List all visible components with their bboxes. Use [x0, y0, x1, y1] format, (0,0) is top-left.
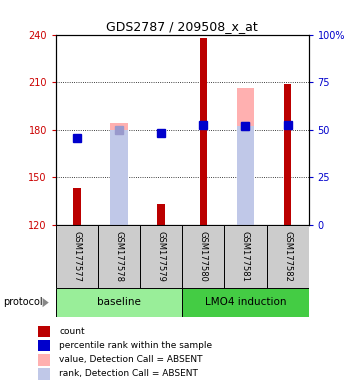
Text: value, Detection Call = ABSENT: value, Detection Call = ABSENT: [59, 355, 203, 364]
Bar: [182, 288, 309, 317]
Text: rank, Detection Call = ABSENT: rank, Detection Call = ABSENT: [59, 369, 198, 378]
Bar: [225, 225, 266, 288]
Bar: [98, 225, 140, 288]
Bar: [157, 204, 165, 225]
Bar: [236, 126, 254, 225]
Bar: [236, 88, 254, 225]
Text: baseline: baseline: [97, 297, 141, 308]
Bar: [38, 368, 50, 380]
Text: GSM177577: GSM177577: [73, 231, 82, 282]
Text: protocol: protocol: [4, 297, 43, 307]
Text: GSM177578: GSM177578: [115, 231, 123, 282]
Bar: [38, 354, 50, 366]
Bar: [38, 326, 50, 338]
Text: LMO4 induction: LMO4 induction: [205, 297, 286, 308]
Text: count: count: [59, 327, 85, 336]
Polygon shape: [43, 298, 49, 307]
Text: GSM177579: GSM177579: [157, 231, 166, 282]
Bar: [284, 84, 291, 225]
Bar: [56, 288, 182, 317]
Bar: [110, 130, 128, 225]
Bar: [140, 225, 182, 288]
Text: GSM177580: GSM177580: [199, 231, 208, 282]
Bar: [73, 188, 81, 225]
Bar: [182, 225, 225, 288]
Text: GSM177582: GSM177582: [283, 231, 292, 282]
Bar: [110, 123, 128, 225]
Bar: [266, 225, 309, 288]
Bar: [200, 38, 207, 225]
Text: percentile rank within the sample: percentile rank within the sample: [59, 341, 213, 350]
Text: GSM177581: GSM177581: [241, 231, 250, 282]
Bar: [38, 340, 50, 351]
Bar: [56, 225, 98, 288]
Title: GDS2787 / 209508_x_at: GDS2787 / 209508_x_at: [106, 20, 258, 33]
